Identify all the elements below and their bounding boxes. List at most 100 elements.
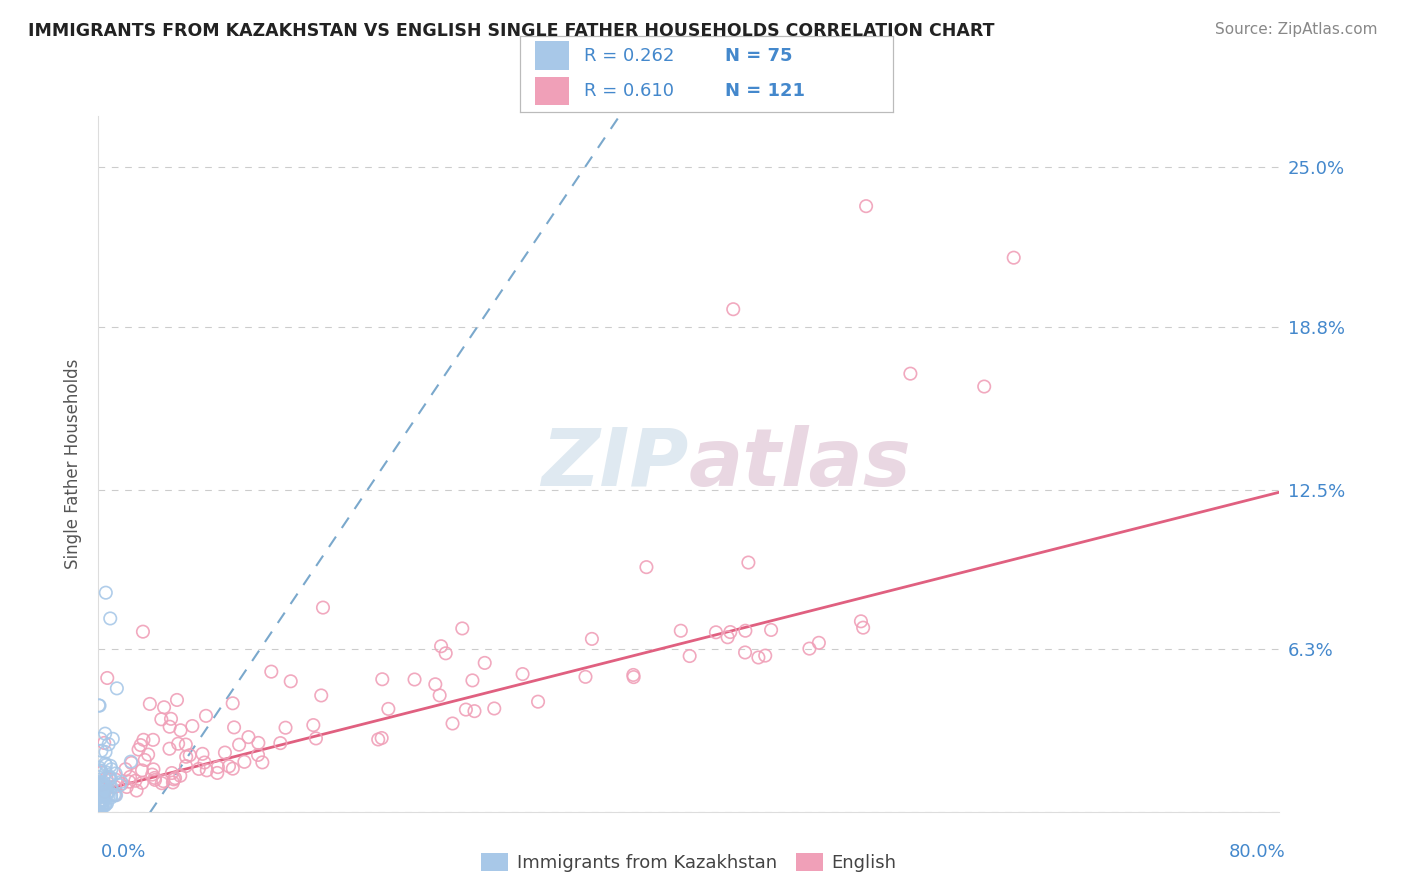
Point <box>89 795 111 809</box>
Point <box>181 719 204 733</box>
Point <box>89 784 111 798</box>
Point <box>193 756 215 770</box>
Point <box>260 665 283 679</box>
Point <box>734 624 756 638</box>
Point <box>195 709 218 723</box>
Point <box>371 672 394 686</box>
Point <box>132 624 155 639</box>
Point <box>463 704 485 718</box>
Point <box>120 770 142 784</box>
Point <box>160 766 183 780</box>
Point <box>93 779 115 793</box>
Point <box>807 636 830 650</box>
Point <box>377 702 399 716</box>
Point <box>718 625 741 640</box>
Point <box>89 799 111 814</box>
Point <box>309 689 332 703</box>
Point <box>100 762 122 776</box>
Point <box>93 736 115 750</box>
Point <box>118 774 141 789</box>
Point <box>104 780 127 794</box>
Point <box>621 668 644 682</box>
Point <box>87 698 110 713</box>
Point <box>94 745 117 759</box>
Point <box>717 630 740 644</box>
Point <box>100 759 122 773</box>
Point <box>93 798 115 813</box>
Point <box>142 732 165 747</box>
Point <box>150 776 173 790</box>
Point <box>187 762 209 776</box>
Point <box>120 756 142 770</box>
Point <box>131 764 153 778</box>
Point <box>94 758 117 772</box>
Point <box>114 762 136 776</box>
Point <box>132 732 155 747</box>
Point <box>973 379 995 393</box>
Point <box>574 670 596 684</box>
Point <box>115 780 138 794</box>
Point <box>93 775 115 789</box>
Point <box>100 790 122 805</box>
Point <box>247 747 270 762</box>
Point <box>89 774 111 789</box>
Point <box>153 700 176 714</box>
Point <box>222 762 245 776</box>
Point <box>441 716 464 731</box>
Point <box>90 787 112 801</box>
Point <box>97 785 120 799</box>
Point <box>91 797 114 811</box>
Point <box>94 785 117 799</box>
Point <box>207 760 229 774</box>
Point <box>98 771 121 785</box>
Point <box>165 771 187 785</box>
Text: atlas: atlas <box>689 425 911 503</box>
Point <box>101 731 124 746</box>
Point <box>207 766 229 780</box>
Point <box>94 780 117 795</box>
Point <box>169 769 191 783</box>
Point <box>305 731 328 746</box>
Point <box>98 772 121 786</box>
Point <box>669 624 692 638</box>
Point <box>425 677 447 691</box>
Point <box>142 763 165 777</box>
Point <box>367 732 389 747</box>
Point <box>166 693 188 707</box>
Point <box>125 783 148 797</box>
Point <box>228 738 250 752</box>
Point <box>167 737 190 751</box>
Point <box>105 681 128 696</box>
Point <box>90 792 112 806</box>
Point <box>91 794 114 808</box>
Point <box>312 600 335 615</box>
Text: IMMIGRANTS FROM KAZAKHSTAN VS ENGLISH SINGLE FATHER HOUSEHOLDS CORRELATION CHART: IMMIGRANTS FROM KAZAKHSTAN VS ENGLISH SI… <box>28 22 994 40</box>
Point <box>160 712 183 726</box>
Legend: Immigrants from Kazakhstan, English: Immigrants from Kazakhstan, English <box>474 846 904 880</box>
Point <box>150 712 173 726</box>
Point <box>759 623 782 637</box>
Point <box>96 797 118 811</box>
Point <box>89 786 111 800</box>
Point <box>96 787 118 801</box>
Point <box>233 755 256 769</box>
Text: ZIP: ZIP <box>541 425 689 503</box>
Point <box>90 789 112 804</box>
Point <box>94 765 117 780</box>
Point <box>89 783 111 797</box>
Point <box>900 367 922 381</box>
Point <box>159 720 181 734</box>
Point <box>87 777 110 791</box>
Point <box>94 585 117 599</box>
Point <box>723 302 745 317</box>
Point <box>105 789 128 803</box>
Bar <box>536 77 568 105</box>
Point <box>87 770 110 784</box>
Point <box>222 696 245 710</box>
Point <box>174 759 197 773</box>
Point <box>108 778 131 792</box>
Text: 80.0%: 80.0% <box>1229 843 1285 861</box>
Y-axis label: Single Father Households: Single Father Households <box>65 359 83 569</box>
Point <box>87 797 110 811</box>
Point <box>90 744 112 758</box>
